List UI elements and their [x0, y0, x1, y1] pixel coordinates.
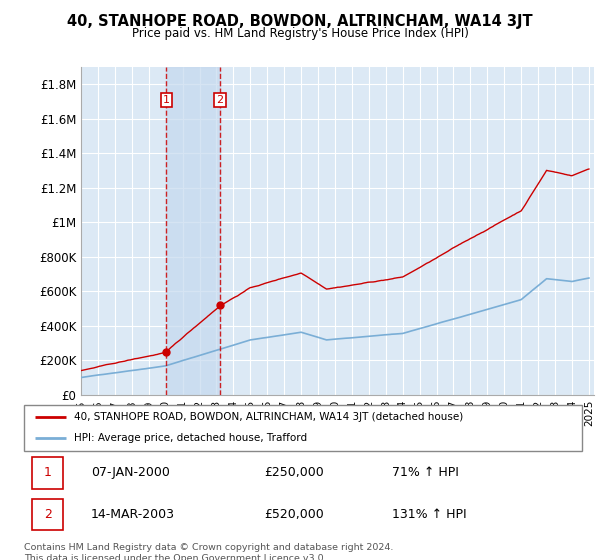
Text: £250,000: £250,000: [264, 466, 323, 479]
Text: 2: 2: [44, 508, 52, 521]
Text: 2: 2: [217, 95, 224, 105]
Text: Price paid vs. HM Land Registry's House Price Index (HPI): Price paid vs. HM Land Registry's House …: [131, 27, 469, 40]
Text: 1: 1: [44, 466, 52, 479]
Text: £520,000: £520,000: [264, 508, 323, 521]
Bar: [32, 457, 63, 489]
Text: 40, STANHOPE ROAD, BOWDON, ALTRINCHAM, WA14 3JT: 40, STANHOPE ROAD, BOWDON, ALTRINCHAM, W…: [67, 14, 533, 29]
Bar: [32, 498, 63, 530]
Text: 07-JAN-2000: 07-JAN-2000: [91, 466, 170, 479]
Text: 40, STANHOPE ROAD, BOWDON, ALTRINCHAM, WA14 3JT (detached house): 40, STANHOPE ROAD, BOWDON, ALTRINCHAM, W…: [74, 412, 463, 422]
Text: Contains HM Land Registry data © Crown copyright and database right 2024.
This d: Contains HM Land Registry data © Crown c…: [24, 543, 394, 560]
Text: 14-MAR-2003: 14-MAR-2003: [91, 508, 175, 521]
Text: 71% ↑ HPI: 71% ↑ HPI: [392, 466, 459, 479]
Text: HPI: Average price, detached house, Trafford: HPI: Average price, detached house, Traf…: [74, 433, 307, 444]
Text: 131% ↑ HPI: 131% ↑ HPI: [392, 508, 467, 521]
Bar: [166, 67, 220, 395]
Text: 1: 1: [163, 95, 170, 105]
